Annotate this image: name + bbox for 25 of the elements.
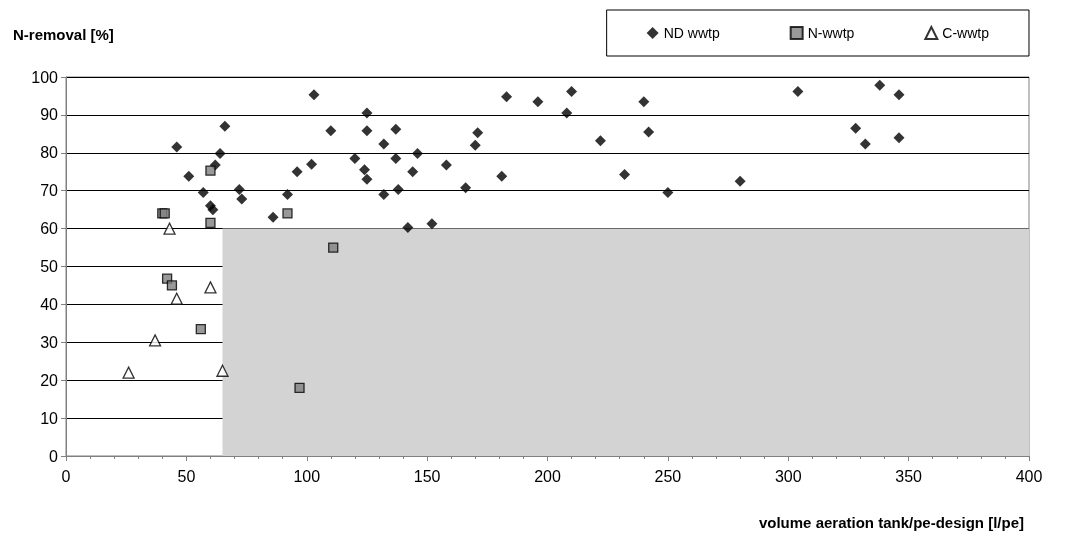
y-tick-label: 100 [31,68,59,86]
x-tick-label: 100 [293,467,321,485]
x-tick-label: 50 [177,467,196,485]
x-tick-label: 0 [61,467,71,485]
y-tick-label: 70 [40,182,59,200]
y-tick-label: 90 [40,106,59,124]
x-tick-label: 150 [413,467,441,485]
legend-label: N-wwtp [807,25,855,41]
x-tick-label: 250 [654,467,682,485]
y-tick-label: 80 [40,144,59,162]
y-tick-label: 10 [40,409,59,427]
y-tick-label: 20 [40,371,59,389]
legend-label: C-wwtp [942,25,990,41]
x-tick-label: 300 [774,467,802,485]
x-tick-label: 200 [534,467,561,485]
y-tick-label: 40 [40,295,59,313]
y-tick-label: 0 [49,447,59,465]
y-tick-label: 50 [40,258,59,275]
y-tick-label: 30 [40,333,59,351]
y-axis-title: N-removal [%] [13,26,114,43]
x-tick-label: 400 [1015,467,1043,485]
y-tick-label: 60 [40,220,59,238]
x-axis-title: volume aeration tank/pe-design [l/pe] [758,514,1025,531]
x-tick-label: 350 [895,467,923,485]
legend-label: ND wwtp [663,25,720,41]
